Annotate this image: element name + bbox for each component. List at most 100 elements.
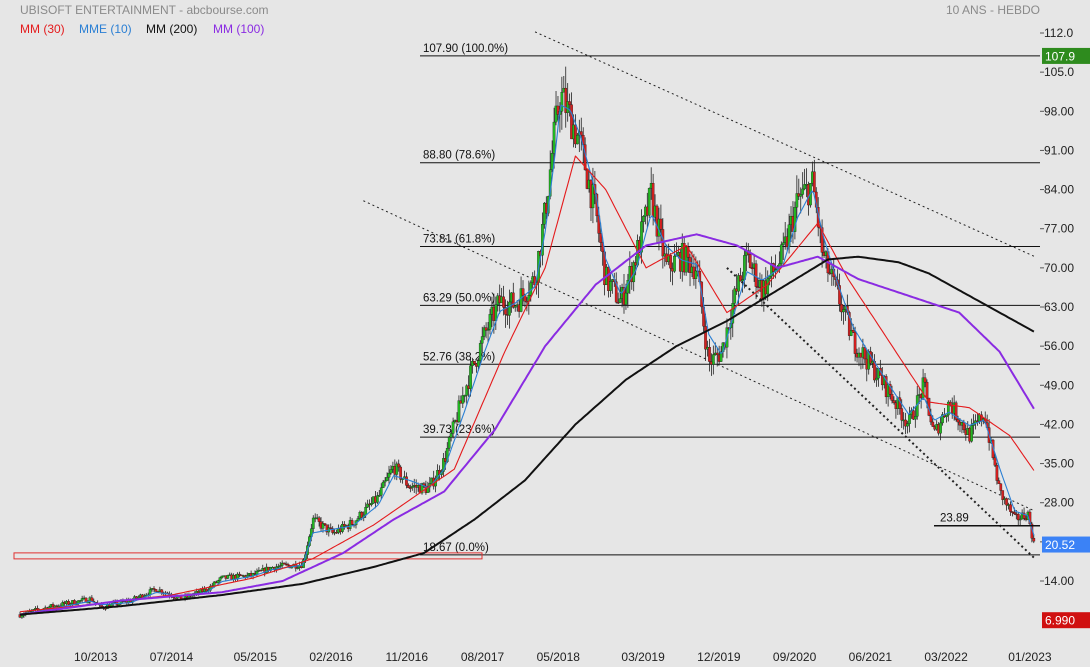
y-axis: 14.0021.0028.0035.0042.0049.0056.0063.00… [1040, 26, 1074, 588]
candle-body-478 [946, 401, 950, 416]
price-badge-label-0: 107.9 [1045, 49, 1075, 63]
y-tick-label-2: 28.00 [1044, 496, 1074, 510]
candle-body-258 [519, 288, 523, 312]
candle-body-357 [711, 354, 715, 365]
candle-body-73 [160, 589, 164, 594]
fib-label-3: 63.29 (50.0%) [423, 292, 495, 304]
candle-body-370 [737, 275, 740, 292]
candle-body-460 [912, 410, 915, 420]
price-badge-label-1: 20.52 [1045, 538, 1075, 552]
x-tick-label-3: 02/2016 [309, 650, 353, 664]
trendlines [363, 31, 1036, 560]
candle-body-510 [1009, 504, 1012, 512]
candle-body-277 [556, 105, 560, 115]
fib-label-4: 52.76 (38.2%) [423, 351, 495, 363]
candle-body-189 [385, 477, 389, 481]
candle-body-359 [715, 352, 719, 356]
candle-body-240 [484, 327, 488, 331]
candle-body-295 [591, 184, 595, 209]
candle-body-229 [463, 395, 467, 397]
candle-body-259 [521, 288, 525, 296]
legend-mm30: MM (30) [20, 22, 65, 36]
price-badge-bg-1 [1042, 536, 1090, 553]
y-tick-label-5: 49.00 [1044, 378, 1074, 392]
candle-body-282 [566, 101, 570, 113]
legend-mme10: MME (10) [79, 22, 132, 36]
candle-body-292 [585, 169, 589, 189]
candle-body-157 [323, 523, 327, 525]
y-tick-label-0: 14.00 [1044, 574, 1074, 588]
candle-body-289 [579, 131, 583, 136]
candle-body-377 [750, 267, 754, 270]
candle-body-309 [618, 298, 622, 303]
candle-body-324 [647, 188, 651, 216]
candle-body-343 [684, 246, 688, 273]
candle-body-171 [350, 520, 354, 525]
ma-line-mm30 [19, 155, 1035, 613]
candle-body-506 [1001, 490, 1005, 500]
candle-body-184 [375, 495, 379, 503]
candle-body-287 [576, 134, 579, 145]
candle-body-279 [560, 92, 564, 112]
candle-body-321 [642, 216, 645, 222]
candle-body-191 [389, 469, 393, 474]
candle-body-353 [704, 326, 707, 350]
fib-label-5: 39.73 (23.6%) [423, 424, 495, 436]
x-tick-label-6: 05/2018 [537, 650, 581, 664]
candle-body-228 [461, 395, 465, 404]
candle-body-284 [570, 104, 573, 140]
candle-body-234 [473, 360, 476, 364]
candle-body-307 [614, 281, 618, 303]
candle-body-218 [442, 458, 445, 472]
candle-body-413 [820, 227, 824, 253]
trendline-2 [726, 267, 1036, 560]
candle-body-207 [420, 483, 424, 494]
candle-body-467 [925, 381, 929, 399]
x-tick-label-8: 12/2019 [697, 650, 741, 664]
candle-body-449 [890, 394, 894, 401]
candle-body-281 [564, 87, 568, 113]
candle-body-386 [768, 276, 772, 279]
y-tick-label-6: 56.00 [1044, 339, 1074, 353]
x-tick-label-9: 09/2020 [773, 650, 817, 664]
candle-body-512 [1013, 512, 1016, 515]
candle-body-103 [218, 577, 222, 581]
candle-body-392 [779, 244, 783, 264]
chart-period: 10 ANS - HEBDO [946, 3, 1040, 17]
legend: MM (30) MME (10) MM (200) MM (100) [20, 22, 264, 36]
y-tick-label-14: 112.0 [1044, 26, 1073, 40]
candle-body-226 [457, 400, 461, 423]
candle-body-174 [356, 518, 360, 521]
y-tick-label-12: 98.00 [1044, 104, 1074, 118]
candle-body-188 [383, 480, 387, 483]
candle-body-270 [543, 202, 546, 225]
candle-body-102 [216, 580, 220, 584]
candle-body-422 [838, 285, 841, 305]
candle-body-505 [999, 483, 1003, 491]
candle-body-502 [993, 457, 997, 466]
price-badge-bg-2 [1042, 612, 1090, 629]
candle-body-403 [801, 188, 805, 195]
candle-body-312 [624, 292, 628, 305]
candle-body-236 [476, 360, 480, 367]
candle-body-457 [906, 423, 909, 427]
candle-body-185 [377, 494, 381, 497]
candle-body-337 [673, 255, 676, 272]
candle-body-361 [719, 351, 723, 362]
candle-body-355 [708, 347, 711, 362]
candle-body-283 [568, 101, 571, 105]
candle-body-230 [465, 385, 469, 396]
x-tick-label-10: 06/2021 [849, 650, 893, 664]
candle-body-25 [67, 601, 70, 605]
candle-body-335 [669, 255, 672, 269]
candle-body-320 [640, 221, 643, 253]
candle-body-393 [781, 242, 785, 245]
support-line-label: 23.89 [940, 513, 969, 525]
ma-line-mm200 [19, 255, 1035, 616]
candle-body-402 [799, 194, 803, 197]
candle-body-250 [504, 307, 507, 315]
candle-body-483 [956, 419, 960, 423]
candle-body-435 [863, 347, 867, 360]
price-badge-bg-0 [1042, 47, 1090, 64]
